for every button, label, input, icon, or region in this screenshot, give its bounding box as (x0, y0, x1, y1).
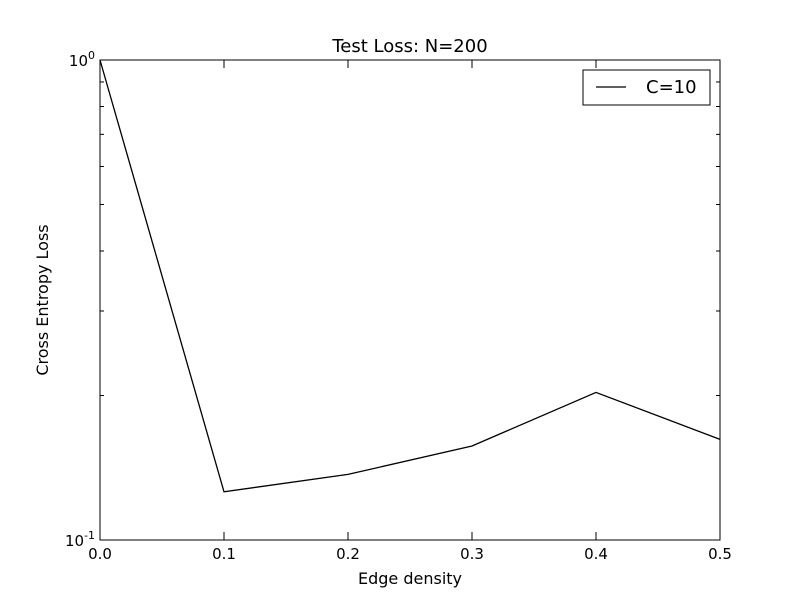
y-axis-label: Cross Entropy Loss (33, 224, 52, 375)
y-tick-label: 100 (69, 49, 95, 70)
series-layer (99, 59, 721, 493)
series-line (99, 59, 721, 493)
x-tick-label: 0.3 (460, 545, 484, 563)
y-tick-labels: 10-1 100 (65, 49, 95, 550)
chart-title: Test Loss: N=200 (331, 36, 487, 57)
major-ticks (99, 59, 721, 541)
x-axis-label: Edge density (358, 569, 462, 588)
minor-ticks (100, 81, 720, 397)
legend: C=10 (582, 69, 711, 106)
plot-frame (99, 59, 721, 541)
x-tick-label: 0.1 (212, 545, 236, 563)
y-tick-label: 10-1 (65, 529, 95, 550)
x-tick-label: 0.0 (88, 545, 112, 563)
x-tick-label: 0.5 (708, 545, 732, 563)
x-tick-labels: 0.0 0.1 0.2 0.3 0.4 0.5 (88, 545, 732, 563)
x-tick-label: 0.4 (584, 545, 608, 563)
x-tick-label: 0.2 (336, 545, 360, 563)
legend-entry-label: C=10 (646, 77, 697, 98)
